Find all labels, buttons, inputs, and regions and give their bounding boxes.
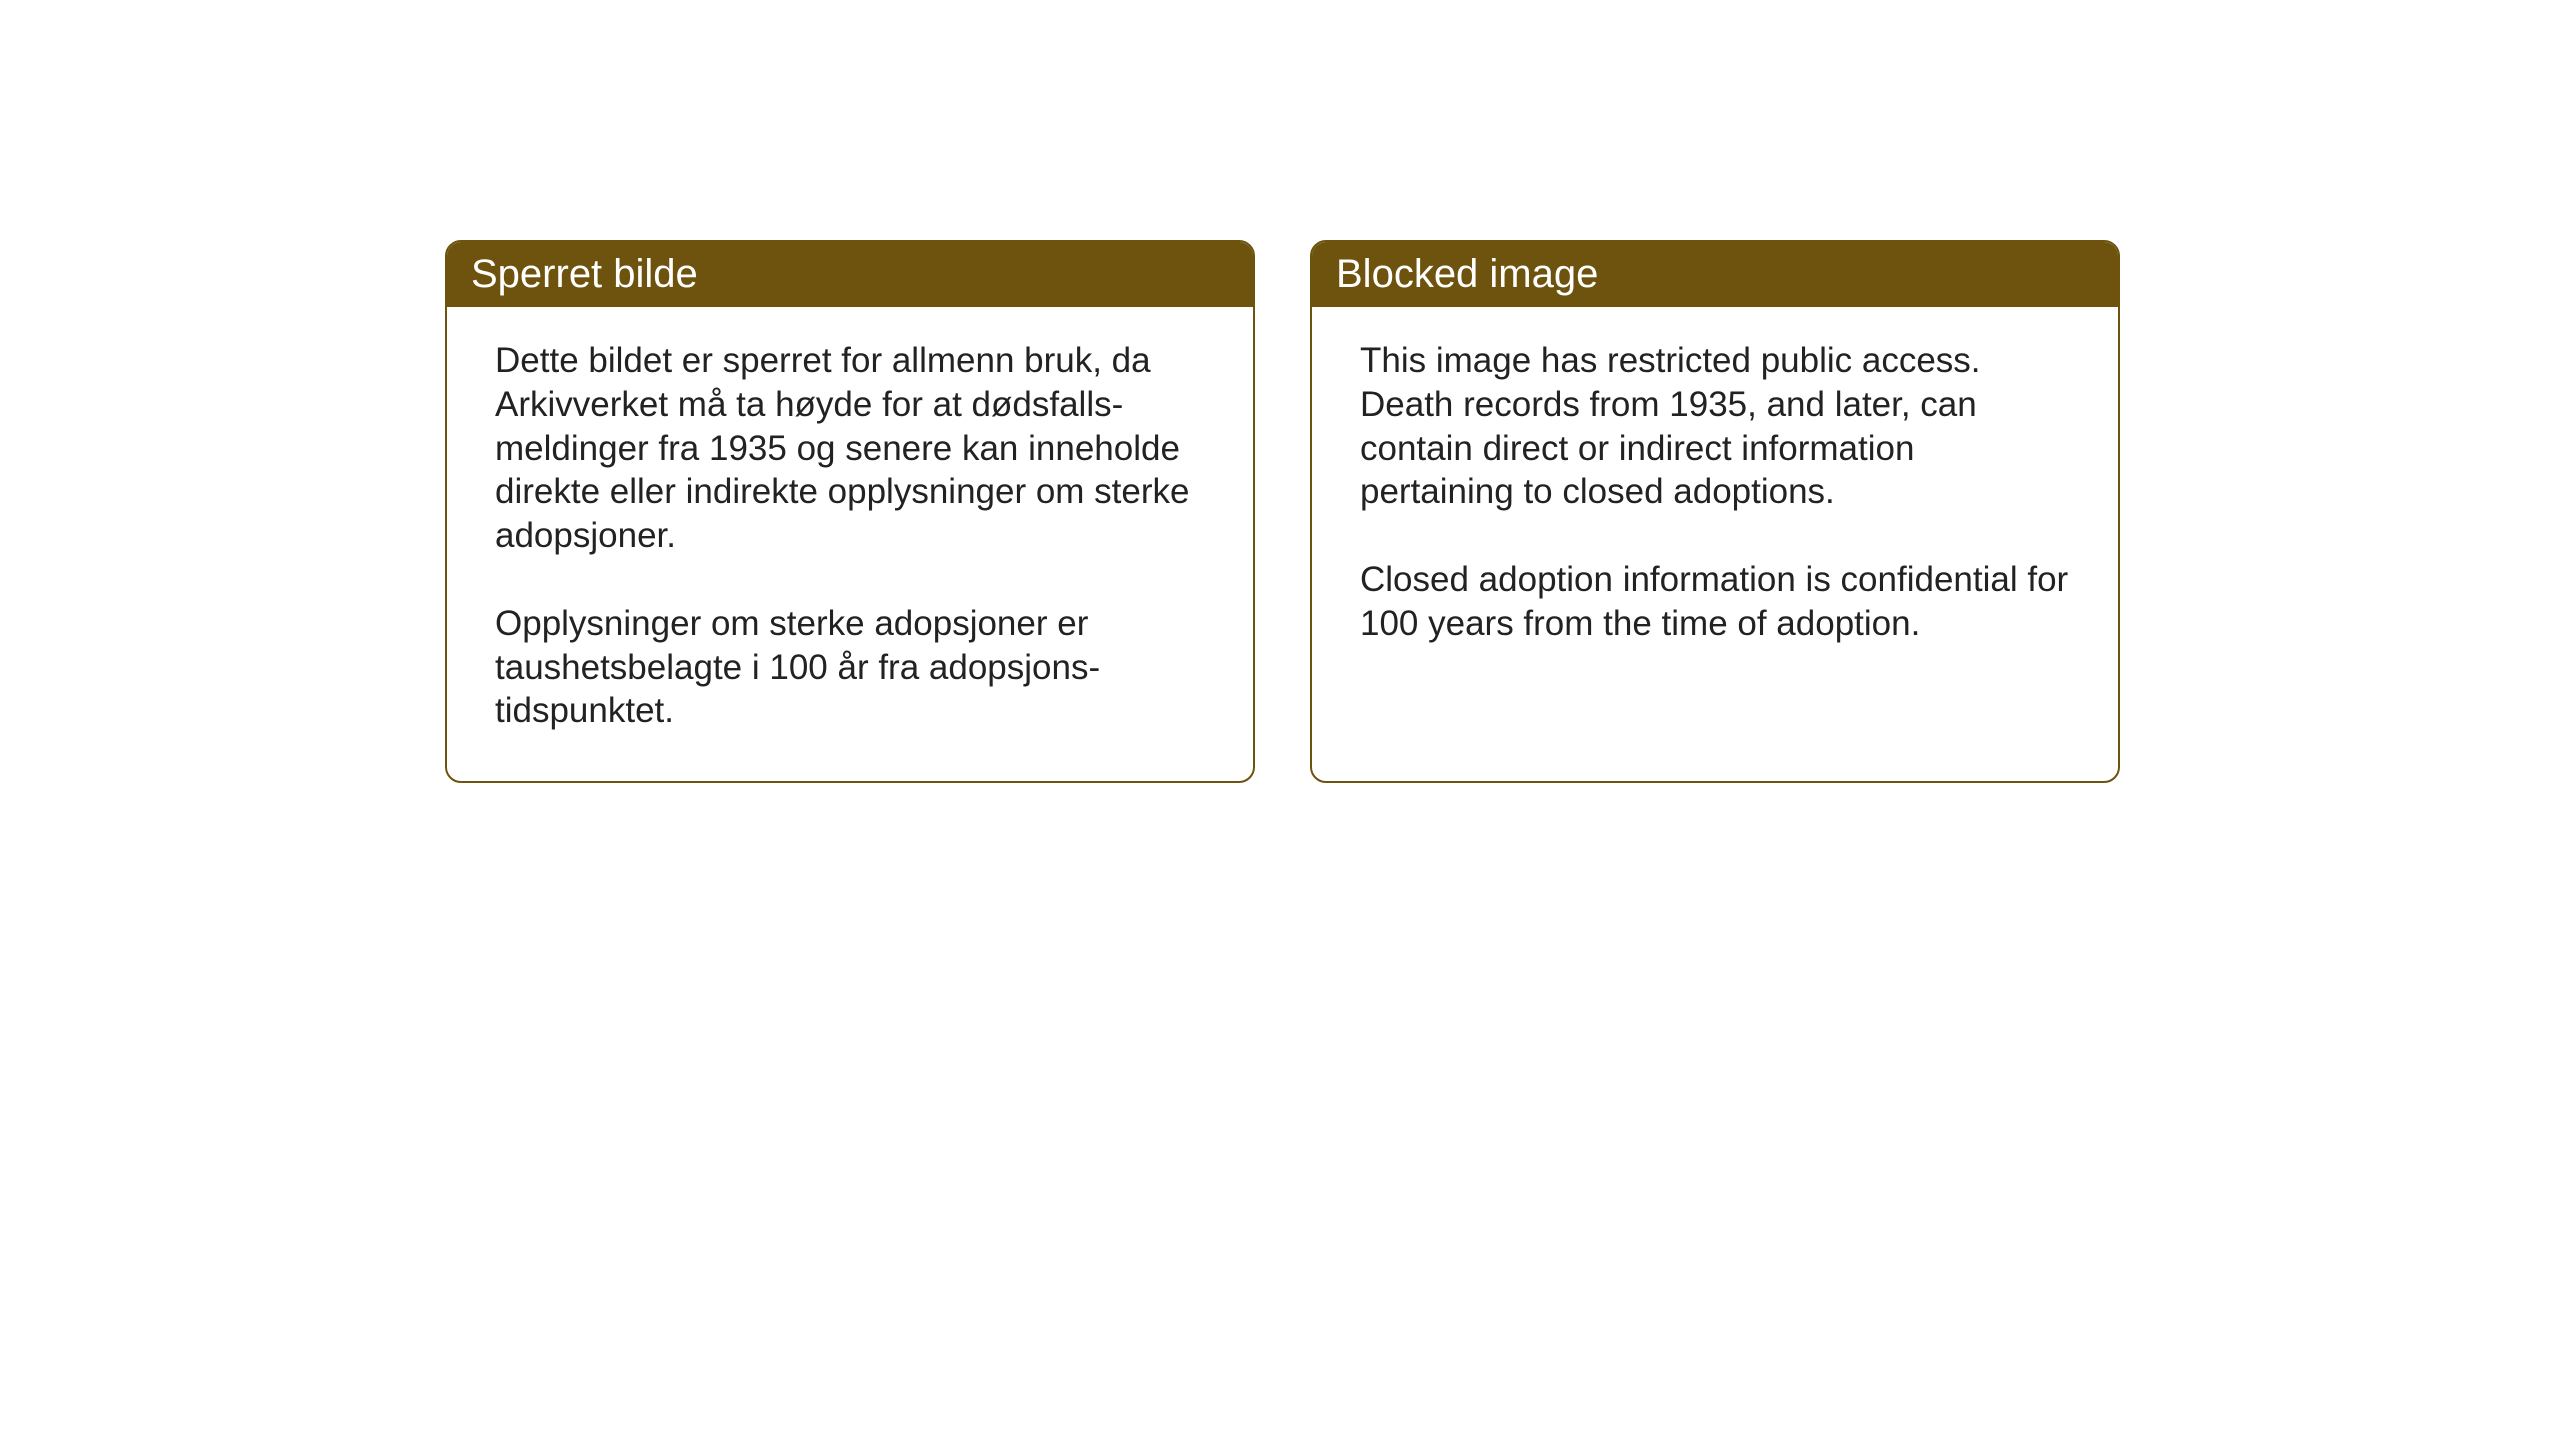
card-body-norwegian: Dette bildet er sperret for allmenn bruk… <box>447 307 1253 781</box>
notice-card-english: Blocked image This image has restricted … <box>1310 240 2120 783</box>
card-header-norwegian: Sperret bilde <box>447 242 1253 307</box>
card-title-norwegian: Sperret bilde <box>471 252 698 296</box>
card-paragraph-norwegian-1: Dette bildet er sperret for allmenn bruk… <box>495 339 1205 558</box>
card-paragraph-norwegian-2: Opplysninger om sterke adopsjoner er tau… <box>495 602 1205 733</box>
notice-card-norwegian: Sperret bilde Dette bildet er sperret fo… <box>445 240 1255 783</box>
card-paragraph-english-2: Closed adoption information is confident… <box>1360 558 2070 646</box>
card-body-english: This image has restricted public access.… <box>1312 307 2118 694</box>
card-title-english: Blocked image <box>1336 252 1598 296</box>
card-header-english: Blocked image <box>1312 242 2118 307</box>
card-paragraph-english-1: This image has restricted public access.… <box>1360 339 2070 514</box>
notice-container: Sperret bilde Dette bildet er sperret fo… <box>445 240 2120 783</box>
